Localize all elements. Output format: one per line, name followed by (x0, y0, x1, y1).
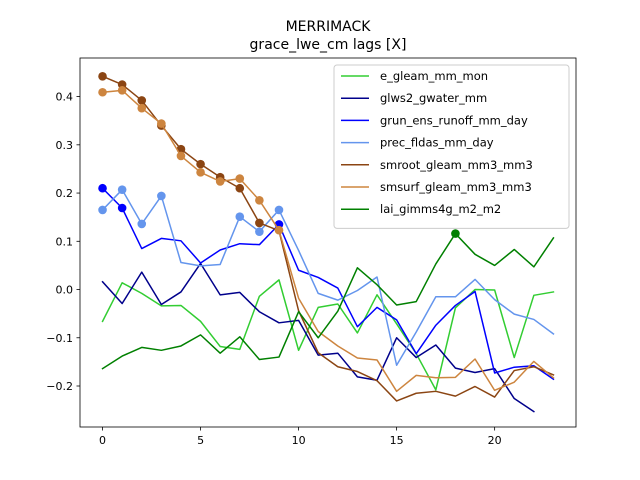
x-tick-label-0: 0 (99, 434, 106, 447)
legend-label-smroot_gleam_mm3_mm3: smroot_gleam_mm3_mm3 (380, 158, 533, 172)
series-marker-prec_fldas_mm_day-3 (157, 191, 166, 201)
series-marker-prec_fldas_mm_day-1 (117, 185, 127, 194)
series-marker-grun_ens_runoff_mm_day-0 (98, 183, 107, 193)
series-layer (98, 72, 555, 413)
legend-label-glws2_gwater_mm: glws2_gwater_mm (380, 91, 487, 105)
series-marker-smroot_gleam_mm3_mm3-7 (235, 183, 245, 193)
series-marker-smsurf_gleam_mm3_mm3-3 (157, 119, 166, 128)
chart-title: MERRIMACK (286, 19, 372, 35)
y-tick-label-6: 0.4 (56, 91, 74, 104)
series-marker-prec_fldas_mm_day-0 (98, 205, 107, 215)
series-line-lai_gimms4g_m2_m2 (101, 232, 555, 370)
series-line-prec_fldas_mm_day (101, 188, 555, 367)
series-line-smsurf_gleam_mm3_mm3 (101, 89, 555, 393)
series-marker-smroot_gleam_mm3_mm3-8 (255, 218, 264, 228)
y-tick-label-5: 0.3 (56, 139, 74, 152)
series-line-glws2_gwater_mm (101, 262, 535, 413)
legend-label-grun_ens_runoff_mm_day: grun_ens_runoff_mm_day (380, 113, 528, 127)
series-marker-smroot_gleam_mm3_mm3-0 (98, 72, 107, 81)
series-line-smroot_gleam_mm3_mm3 (101, 75, 555, 402)
x-tick-label-10: 10 (292, 434, 306, 447)
series-marker-smroot_gleam_mm3_mm3-5 (196, 159, 205, 169)
y-tick-label-1: −0.1 (46, 332, 73, 345)
series-marker-smsurf_gleam_mm3_mm3-0 (98, 87, 107, 97)
series-marker-smsurf_gleam_mm3_mm3-4 (176, 151, 186, 161)
series-marker-smsurf_gleam_mm3_mm3-6 (215, 177, 225, 186)
y-tick-label-0: −0.2 (46, 380, 73, 393)
legend-label-e_gleam_mm_mon: e_gleam_mm_mon (380, 69, 488, 83)
x-tick-label-20: 20 (488, 434, 502, 447)
y-tick-label-3: 0.1 (56, 235, 74, 248)
series-marker-grun_ens_runoff_mm_day-1 (117, 203, 127, 213)
series-line-e_gleam_mm_mon (101, 279, 555, 391)
chart-subtitle: grace_lwe_cm lags [X] (250, 37, 407, 53)
legend-label-lai_gimms4g_m2_m2: lai_gimms4g_m2_m2 (380, 202, 501, 216)
series-marker-smsurf_gleam_mm3_mm3-8 (255, 195, 264, 205)
series-marker-smroot_gleam_mm3_mm3-2 (137, 96, 147, 105)
series-marker-smsurf_gleam_mm3_mm3-1 (117, 86, 127, 95)
series-marker-prec_fldas_mm_day-2 (137, 219, 147, 229)
series-marker-smsurf_gleam_mm3_mm3-7 (235, 174, 245, 183)
series-marker-lai_gimms4g_m2_m2-18 (451, 229, 460, 238)
axes-frame (79, 57, 577, 428)
y-tick-label-2: 0.0 (56, 284, 74, 297)
axes-layer: 0 5 10 15 20 −0.2 −0.1 0.0 0.1 0.2 0.3 0.4 (46, 57, 577, 447)
series-marker-smsurf_gleam_mm3_mm3-2 (137, 103, 147, 113)
legend-label-smsurf_gleam_mm3_mm3: smsurf_gleam_mm3_mm3 (380, 180, 532, 194)
legend-label-prec_fldas_mm_day: prec_fldas_mm_day (380, 136, 494, 150)
legend-box (333, 64, 570, 229)
series-marker-smsurf_gleam_mm3_mm3-9 (274, 225, 284, 235)
x-tick-label-5: 5 (197, 434, 204, 447)
series-marker-prec_fldas_mm_day-7 (235, 212, 245, 221)
y-tick-label-4: 0.2 (56, 187, 74, 200)
series-marker-smsurf_gleam_mm3_mm3-5 (196, 168, 205, 177)
legend: e_gleam_mm_mon glws2_gwater_mm grun_ens_ru… (333, 64, 570, 229)
series-marker-prec_fldas_mm_day-9 (274, 205, 284, 215)
x-tick-label-15: 15 (390, 434, 404, 447)
series-marker-prec_fldas_mm_day-8 (255, 227, 264, 236)
series-line-grun_ens_runoff_mm_day (101, 187, 555, 381)
